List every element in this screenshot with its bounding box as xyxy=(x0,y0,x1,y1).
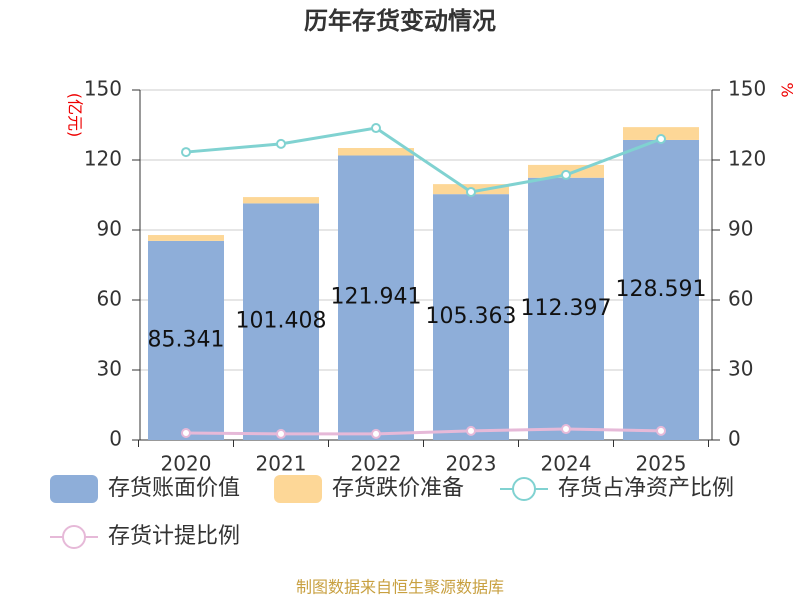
line-point xyxy=(466,186,476,197)
line-point xyxy=(466,425,476,436)
line-point xyxy=(656,425,666,436)
chart-title: 历年存货变动情况 xyxy=(304,7,496,35)
legend-label: 存货账面价值 xyxy=(108,476,240,501)
bar xyxy=(243,197,319,204)
bar xyxy=(243,203,319,440)
legend-label: 存货跌价准备 xyxy=(332,476,464,501)
y-axis-label: (亿元) xyxy=(66,93,85,138)
bar xyxy=(623,127,699,140)
x-tick-label: 2023 xyxy=(446,452,497,476)
data-label: 121.941 xyxy=(331,285,422,310)
data-label: 105.363 xyxy=(426,304,517,329)
y2-tick-label: 150 xyxy=(728,77,766,101)
data-label: 112.397 xyxy=(521,296,612,321)
legend-swatch xyxy=(50,475,98,503)
bar xyxy=(338,155,414,440)
data-label: 101.408 xyxy=(236,309,327,334)
line-point xyxy=(181,147,191,158)
line-point xyxy=(276,138,286,149)
legend-swatch xyxy=(274,475,322,503)
y2-tick-label: 0 xyxy=(728,427,741,451)
bar xyxy=(148,235,224,241)
line-point xyxy=(561,424,571,435)
line xyxy=(185,126,662,194)
bar xyxy=(623,139,699,440)
line xyxy=(185,427,662,436)
bar xyxy=(528,177,604,440)
y-tick-label: 0 xyxy=(109,427,122,451)
bar xyxy=(148,240,224,440)
y-tick-label: 150 xyxy=(84,77,122,101)
data-label: 128.591 xyxy=(616,277,707,302)
y-tick-label: 120 xyxy=(84,147,122,171)
line-point xyxy=(371,123,381,134)
y2-tick-label: 30 xyxy=(728,357,753,381)
line-point xyxy=(181,428,191,438)
data-label: 85.341 xyxy=(148,327,225,352)
y2-tick-label: 90 xyxy=(728,217,753,241)
bar xyxy=(433,194,509,440)
source-note: 制图数据来自恒生聚源数据库 xyxy=(296,578,504,597)
legend-marker xyxy=(62,525,86,549)
line-point xyxy=(656,134,666,144)
line-point xyxy=(561,169,571,180)
x-tick-label: 2024 xyxy=(541,452,592,476)
y-tick-label: 60 xyxy=(97,287,122,311)
legend-label: 存货计提比例 xyxy=(108,524,240,549)
y-tick-label: 90 xyxy=(97,217,122,241)
bar xyxy=(338,148,414,156)
x-tick-label: 2022 xyxy=(351,452,402,476)
y-tick-label: 30 xyxy=(97,357,122,381)
legend-label: 存货占净资产比例 xyxy=(558,476,734,501)
x-tick-label: 2021 xyxy=(256,452,307,476)
line-point xyxy=(276,428,286,439)
y2-tick-label: 120 xyxy=(728,147,766,171)
x-tick-label: 2020 xyxy=(161,452,212,476)
y2-axis-label: % xyxy=(778,82,797,97)
x-tick-label: 2025 xyxy=(636,452,687,476)
y2-tick-label: 60 xyxy=(728,287,753,311)
legend-marker xyxy=(512,477,536,501)
line-point xyxy=(371,428,381,439)
